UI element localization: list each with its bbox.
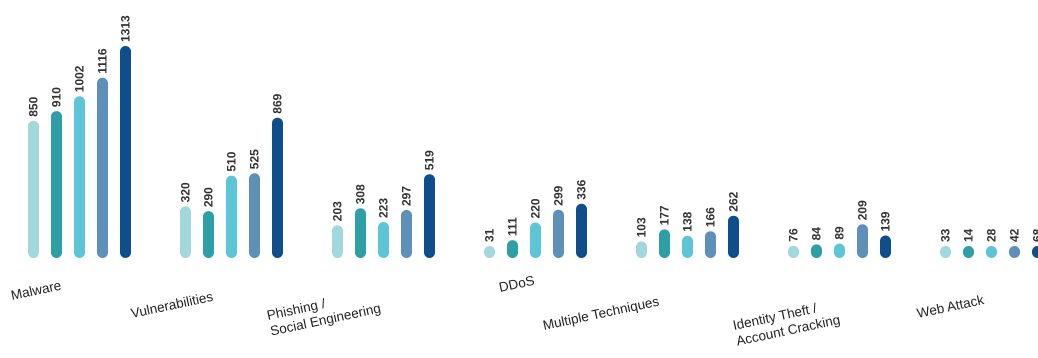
- category-label-line: Malware: [10, 278, 63, 303]
- data-label: 103: [635, 217, 649, 237]
- data-label: 910: [50, 87, 64, 107]
- data-label: 220: [529, 198, 543, 218]
- bar-group: 31 111 220 299 336 DDoS: [483, 179, 589, 295]
- data-label: 209: [856, 200, 870, 220]
- data-label: 33: [939, 228, 953, 242]
- bar: [880, 235, 891, 258]
- bar: [530, 222, 541, 258]
- category-label-line: Multiple Techniques: [542, 294, 661, 333]
- bar: [788, 245, 799, 258]
- bar: [272, 117, 283, 258]
- bar: [484, 246, 495, 258]
- data-label: 68: [1031, 228, 1038, 242]
- bar: [705, 231, 716, 258]
- bar: [378, 221, 389, 258]
- data-label: 850: [27, 96, 41, 116]
- data-label: 223: [377, 198, 391, 218]
- bar: [811, 244, 822, 258]
- data-label: 84: [810, 227, 824, 241]
- data-label: 31: [483, 228, 497, 242]
- bar: [180, 206, 191, 258]
- bar-group: 33 14 28 42 68 Web Attack: [916, 228, 1038, 321]
- bar: [834, 243, 845, 258]
- bar: [249, 173, 260, 258]
- bar: [28, 120, 39, 258]
- category-label: DDoS: [498, 273, 536, 295]
- bar: [74, 96, 85, 258]
- bar-group: 203 308 223 297 519 Phishing /Social Engineer…: [266, 150, 437, 339]
- bar: [659, 229, 670, 258]
- category-label: Multiple Techniques: [542, 294, 661, 333]
- bar-group: 103 177 138 166 262 Multiple Techniques: [542, 191, 741, 333]
- data-label: 76: [787, 228, 801, 242]
- data-label: 203: [331, 201, 345, 221]
- data-label: 1313: [119, 15, 133, 42]
- data-label: 28: [985, 228, 999, 242]
- bar: [51, 111, 62, 258]
- category-label-line: Web Attack: [916, 292, 986, 321]
- bar: [553, 209, 564, 258]
- category-label: Malware: [10, 278, 63, 303]
- bar: [1032, 246, 1038, 258]
- data-label: 111: [506, 217, 520, 236]
- data-label: 262: [727, 191, 741, 211]
- bar: [682, 235, 693, 258]
- category-label-line: DDoS: [498, 273, 536, 295]
- data-label: 290: [202, 187, 216, 207]
- data-label: 519: [423, 150, 437, 170]
- bar: [120, 46, 131, 258]
- bar: [332, 225, 343, 258]
- data-label: 138: [681, 211, 695, 231]
- data-label: 299: [552, 185, 566, 205]
- category-label: Identity Theft /Account Cracking: [732, 296, 842, 348]
- data-label: 177: [658, 205, 672, 225]
- data-label: 525: [248, 149, 262, 169]
- bar: [1009, 246, 1020, 258]
- category-label: Web Attack: [916, 292, 986, 321]
- bar: [636, 241, 647, 258]
- category-label-line: Vulnerabilities: [130, 289, 215, 321]
- data-label: 1002: [73, 65, 87, 92]
- data-label: 14: [962, 228, 976, 242]
- bar: [355, 208, 366, 258]
- bar-group: 320 290 510 525 869 Vulnerabilities: [130, 93, 285, 321]
- bar: [963, 246, 974, 258]
- data-label: 42: [1008, 228, 1022, 242]
- bar: [857, 224, 868, 258]
- bar: [203, 211, 214, 258]
- bar: [97, 77, 108, 258]
- category-label: Vulnerabilities: [130, 289, 215, 321]
- data-label: 336: [575, 179, 589, 199]
- data-label: 1116: [96, 48, 110, 74]
- data-label: 166: [704, 207, 718, 227]
- bar: [728, 215, 739, 258]
- bar: [507, 240, 518, 258]
- data-label: 89: [833, 226, 847, 240]
- category-label: Phishing /Social Engineering: [266, 285, 383, 339]
- data-label: 510: [225, 151, 239, 171]
- data-label: 869: [271, 93, 285, 113]
- bar: [576, 203, 587, 258]
- data-label: 308: [354, 184, 368, 204]
- bar-group: 76 84 89 209 139 Identity Theft /Account Crac…: [732, 200, 893, 349]
- data-label: 139: [879, 211, 893, 231]
- bar: [424, 174, 435, 258]
- data-label: 320: [179, 182, 193, 202]
- bar: [986, 246, 997, 258]
- bar: [226, 175, 237, 258]
- bar: [940, 246, 951, 258]
- bar: [401, 210, 412, 258]
- data-label: 297: [400, 186, 414, 206]
- bar-group: 850 910 1002 1116 1313 Malware: [10, 15, 133, 303]
